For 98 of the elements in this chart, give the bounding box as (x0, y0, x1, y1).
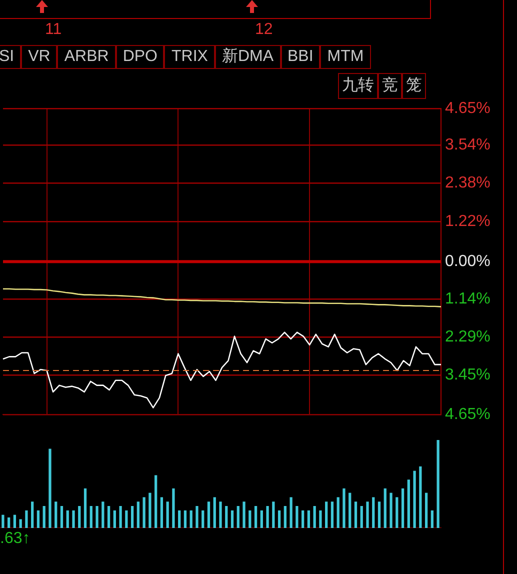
y-tick-label: 3.54% (445, 136, 490, 154)
bar (196, 506, 198, 528)
bar (66, 510, 69, 528)
text: VR (21, 45, 58, 69)
bar (413, 470, 416, 528)
bar (430, 510, 434, 528)
bar (19, 519, 22, 528)
text: SI (0, 45, 22, 69)
bar (230, 510, 234, 528)
bar (125, 510, 128, 528)
bar (407, 480, 410, 528)
bar (278, 510, 281, 528)
bar (90, 506, 92, 528)
text: .63↑ (0, 530, 30, 548)
bar (436, 440, 440, 528)
text: 竞 (378, 73, 402, 99)
bar (307, 510, 310, 528)
bar (154, 475, 158, 528)
bar (178, 510, 181, 528)
bar (102, 502, 104, 528)
bar (396, 497, 398, 528)
text: DPO (116, 45, 164, 69)
bar (378, 502, 381, 528)
bar (130, 506, 134, 528)
text: 九转 (338, 73, 378, 99)
bar (207, 502, 210, 528)
bar (236, 506, 240, 528)
bar (354, 502, 358, 528)
y-tick-label: 4.65% (445, 406, 490, 424)
bar (184, 510, 187, 528)
bar (36, 510, 40, 528)
bar (42, 506, 46, 528)
bar (78, 506, 81, 528)
bar (60, 506, 64, 528)
bar (136, 502, 140, 528)
bar (366, 502, 369, 528)
text: ARBR (57, 45, 116, 69)
text: BBI (280, 45, 320, 69)
bar (84, 488, 87, 528)
bar (96, 506, 98, 528)
text: MTM (320, 45, 371, 69)
bar (190, 510, 192, 528)
bar (360, 506, 363, 528)
y-tick-label: 1.22% (445, 212, 490, 230)
bar (148, 492, 152, 528)
bar (384, 488, 386, 528)
bar (319, 510, 322, 528)
bar (202, 510, 204, 528)
bar (242, 502, 246, 528)
bar (225, 506, 228, 528)
bar (219, 502, 222, 528)
bar (107, 506, 110, 528)
bar (419, 466, 422, 528)
bar (301, 510, 304, 528)
y-tick-label: 1.14% (445, 290, 490, 308)
bar (266, 506, 269, 528)
bar (336, 497, 340, 528)
text: 11 (45, 21, 62, 39)
bar (31, 502, 34, 528)
y-tick-label: 2.38% (445, 174, 490, 192)
bar (25, 510, 28, 528)
y-tick-label: 2.29% (445, 328, 490, 346)
bar (13, 514, 16, 528)
bar (119, 506, 122, 528)
bar (330, 502, 334, 528)
bar (290, 497, 292, 528)
bar (372, 497, 375, 528)
bar (348, 492, 352, 528)
bar (260, 510, 263, 528)
bar (284, 506, 287, 528)
bar (48, 448, 52, 528)
bar (7, 517, 10, 528)
y-tick-label: 3.45% (445, 366, 490, 384)
text: 笼 (402, 73, 426, 99)
bar (213, 497, 216, 528)
bar (248, 510, 252, 528)
bar (424, 492, 428, 528)
bar (142, 497, 146, 528)
bar (172, 488, 175, 528)
bar (254, 506, 258, 528)
text: 12 (255, 21, 273, 39)
bar (160, 497, 164, 528)
bar (113, 510, 116, 528)
bar (342, 488, 346, 528)
y-tick-label: 4.65% (445, 100, 490, 118)
bar (390, 492, 392, 528)
bar (54, 502, 58, 528)
bar (325, 502, 328, 528)
bar (72, 510, 75, 528)
text: 新DMA (214, 45, 280, 69)
bar (313, 506, 316, 528)
bar (296, 506, 298, 528)
y-tick-label: 0.00% (445, 253, 490, 270)
bar (401, 488, 404, 528)
bar (2, 514, 4, 528)
bar (166, 502, 169, 528)
text: TRIX (164, 45, 215, 69)
bar (272, 502, 275, 528)
